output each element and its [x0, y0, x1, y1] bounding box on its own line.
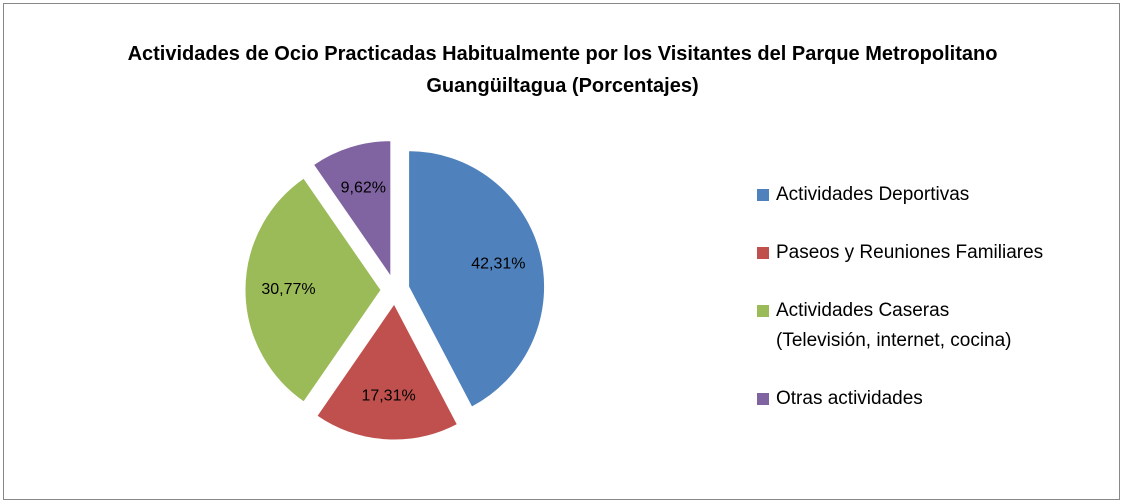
- data-label: 42,31%: [471, 256, 525, 273]
- pie-slice: [312, 140, 392, 279]
- legend-swatch: [757, 247, 769, 259]
- data-label: 9,62%: [341, 180, 386, 197]
- legend-swatch: [757, 189, 769, 201]
- legend-label: Paseos y Reuniones Familiares: [776, 242, 1044, 263]
- legend: Actividades Deportivas Paseos y Reuniones…: [757, 180, 1117, 442]
- legend-label: Actividades Deportivas: [776, 184, 970, 205]
- legend-label: Otras actividades: [776, 388, 923, 409]
- pie-slice: [244, 177, 382, 403]
- legend-item: Otras actividades: [757, 384, 1117, 414]
- legend-swatch: [757, 305, 769, 317]
- legend-swatch: [757, 393, 769, 405]
- legend-item: Actividades Deportivas: [757, 180, 1117, 210]
- data-label: 30,77%: [261, 281, 315, 298]
- chart-border: [3, 3, 1120, 500]
- pie-slice: [316, 303, 459, 441]
- legend-label: Actividades Caseras (Televisión, interne…: [776, 300, 1012, 351]
- legend-item: Paseos y Reuniones Familiares: [757, 238, 1117, 268]
- data-label: 17,31%: [361, 388, 415, 405]
- legend-item: Actividades Caseras (Televisión, interne…: [757, 296, 1117, 356]
- chart-title: Actividades de Ocio Practicadas Habitual…: [127, 43, 998, 97]
- pie-slice: [408, 150, 546, 408]
